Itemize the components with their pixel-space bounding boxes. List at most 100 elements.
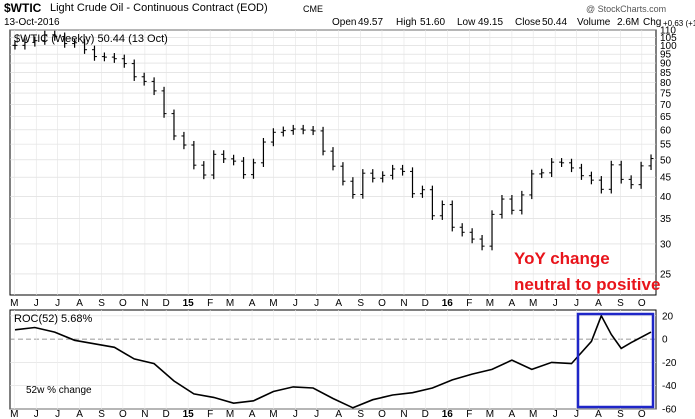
annotation-line-2: neutral to positive bbox=[514, 275, 660, 294]
open-label: Open bbox=[332, 17, 357, 28]
price-y-tick-label: 25 bbox=[660, 269, 672, 280]
month-tick-label: J bbox=[553, 409, 558, 419]
month-tick-label: M bbox=[269, 298, 277, 309]
ohlc-bar bbox=[270, 128, 276, 147]
month-tick-label: J bbox=[314, 409, 319, 419]
month-tick-label: M bbox=[486, 409, 494, 419]
month-tick-label: F bbox=[207, 298, 213, 309]
month-tick-label: O bbox=[638, 298, 646, 309]
ohlc-bar bbox=[12, 41, 18, 50]
month-tick-label: M bbox=[10, 298, 18, 309]
ohlc-bar bbox=[161, 86, 167, 118]
ohlc-bar bbox=[569, 158, 575, 173]
month-tick-label: J bbox=[55, 409, 60, 419]
price-y-tick-label: 70 bbox=[660, 100, 672, 111]
month-tick-label: A bbox=[76, 409, 83, 419]
month-tick-label: S bbox=[357, 409, 364, 419]
month-tick-label: A bbox=[595, 298, 602, 309]
month-tick-label: S bbox=[98, 409, 105, 419]
month-tick-label: F bbox=[466, 298, 472, 309]
month-tick-label: M bbox=[269, 409, 277, 419]
ohlc-bar bbox=[360, 169, 366, 199]
close-value: 50.44 bbox=[542, 17, 568, 28]
month-tick-label: A bbox=[249, 298, 256, 309]
roc-y-tick-label: -20 bbox=[662, 358, 677, 369]
month-tick-label: D bbox=[163, 409, 170, 419]
roc-y-tick-label: 20 bbox=[662, 311, 674, 322]
ohlc-bar bbox=[419, 185, 425, 198]
price-y-tick-label: 105 bbox=[660, 33, 677, 44]
price-y-tick-label: 40 bbox=[660, 192, 672, 203]
ohlc-bar bbox=[559, 158, 565, 167]
ohlc-bar bbox=[62, 32, 68, 48]
ohlc-bar bbox=[608, 160, 614, 194]
month-tick-label: D bbox=[163, 298, 170, 309]
ohlc-bar bbox=[380, 171, 386, 183]
ticker-symbol: $WTIC bbox=[4, 1, 42, 15]
ohlc-bar bbox=[171, 109, 177, 141]
month-tick-label: 16 bbox=[442, 298, 454, 309]
price-y-tick-label: 30 bbox=[660, 239, 672, 250]
ohlc-bar bbox=[390, 164, 396, 180]
ohlc-bar bbox=[410, 167, 416, 198]
open-value: 49.57 bbox=[358, 17, 384, 28]
month-tick-label: M bbox=[10, 409, 18, 419]
roc-panel-label: 52w % change bbox=[26, 385, 92, 396]
month-tick-label: A bbox=[335, 298, 342, 309]
ohlc-bar bbox=[201, 161, 207, 180]
ohlc-bar bbox=[340, 162, 346, 186]
ohlc-bar bbox=[22, 38, 28, 50]
ohlc-bar bbox=[221, 150, 227, 164]
month-tick-label: F bbox=[207, 409, 213, 419]
month-tick-label: J bbox=[34, 409, 39, 419]
ohlc-bar bbox=[529, 169, 535, 200]
month-tick-label: A bbox=[76, 298, 83, 309]
ohlc-bar bbox=[489, 210, 495, 251]
month-tick-label: S bbox=[617, 298, 624, 309]
price-y-tick-label: 60 bbox=[660, 125, 672, 136]
month-tick-label: D bbox=[422, 409, 429, 419]
month-tick-label: O bbox=[378, 409, 386, 419]
month-tick-label: M bbox=[226, 298, 234, 309]
ohlc-bar bbox=[91, 45, 97, 61]
annotation-line-1: YoY change bbox=[514, 249, 610, 268]
price-y-tick-label: 80 bbox=[660, 78, 672, 89]
ohlc-bar bbox=[131, 59, 137, 81]
month-tick-label: 16 bbox=[442, 409, 454, 419]
ohlc-bar bbox=[141, 72, 147, 86]
month-tick-label: S bbox=[357, 298, 364, 309]
month-tick-label: J bbox=[55, 298, 60, 309]
price-y-tick-label: 55 bbox=[660, 140, 672, 151]
ohlc-bar bbox=[250, 158, 256, 179]
month-tick-label: N bbox=[141, 409, 148, 419]
month-tick-label: M bbox=[529, 298, 537, 309]
volume-value: 2.6M bbox=[617, 17, 640, 28]
price-legend: $WTIC (Weekly) 50.44 (13 Oct) bbox=[14, 33, 168, 45]
instrument-name: Light Crude Oil - Continuous Contract (E… bbox=[50, 2, 268, 14]
ohlc-bar bbox=[549, 158, 555, 178]
price-bars bbox=[12, 30, 654, 251]
ohlc-bar bbox=[449, 200, 455, 232]
roc-panel-frame bbox=[9, 309, 657, 410]
roc-y-tick-label: -60 bbox=[662, 405, 677, 416]
ohlc-bar bbox=[588, 171, 594, 185]
month-tick-label: O bbox=[638, 409, 646, 419]
price-y-tick-label: 85 bbox=[660, 68, 672, 79]
ohlc-bar bbox=[519, 190, 525, 215]
price-y-tick-label: 45 bbox=[660, 173, 672, 184]
month-tick-label: A bbox=[595, 409, 602, 419]
ohlc-bar bbox=[181, 131, 187, 150]
ohlc-bar bbox=[648, 154, 654, 171]
ohlc-bar bbox=[429, 185, 435, 220]
month-tick-label: O bbox=[119, 409, 127, 419]
month-axis-bottom: M J J A S O N D 15 F M A M J J A S O N D 16 F M A M J J A S O bbox=[10, 409, 646, 419]
price-y-tick-label: 90 bbox=[660, 59, 672, 70]
ohlc-bar bbox=[310, 126, 316, 136]
ohlc-bar bbox=[479, 234, 485, 251]
ohlc-bar bbox=[191, 140, 197, 170]
roc-y-axis: 20 0 -20 -40 -60 bbox=[662, 311, 677, 415]
month-tick-label: 15 bbox=[183, 298, 195, 309]
high-label: High bbox=[396, 17, 417, 28]
